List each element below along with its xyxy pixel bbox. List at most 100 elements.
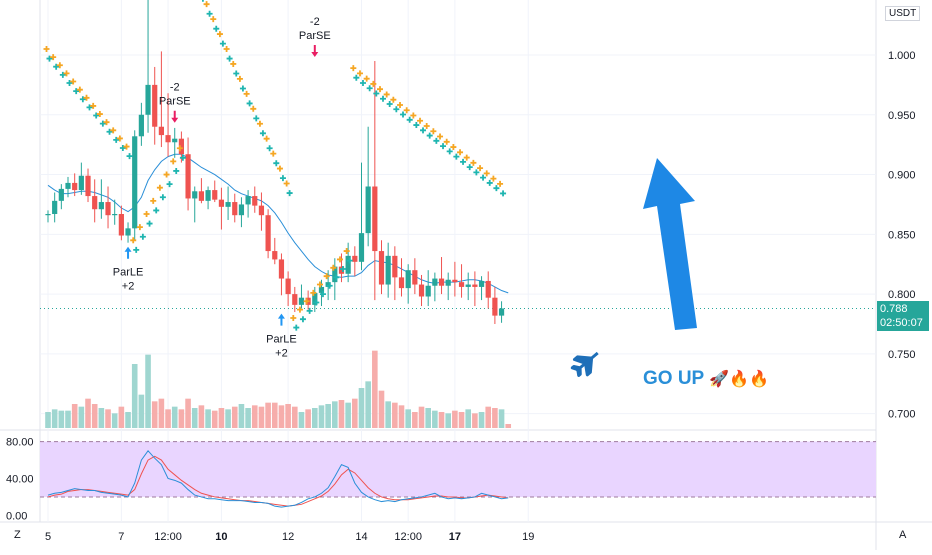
volume-bar (65, 410, 71, 428)
sar-marker (216, 31, 223, 38)
volume-bar (58, 410, 65, 428)
sar-marker (359, 79, 366, 86)
long-entry-arrow (277, 313, 285, 326)
candle-body (78, 175, 84, 191)
volume-bar (171, 406, 178, 428)
candle-body (132, 136, 138, 229)
sar-marker (366, 85, 373, 92)
sar-marker (417, 117, 424, 124)
oscillator-tick-label: 0.00 (6, 510, 27, 522)
candle-body (378, 251, 385, 285)
volume-bar (198, 405, 205, 428)
volume-bar (445, 413, 451, 428)
volume-bar (78, 406, 85, 428)
candle-body (485, 280, 491, 298)
volume-bar (278, 405, 285, 428)
sar-marker (483, 170, 490, 177)
time-tick-label: 5 (45, 531, 51, 543)
volume-bar (211, 410, 218, 428)
volume-bar (271, 402, 278, 428)
volume-bar (225, 409, 231, 428)
candle-body (385, 255, 391, 285)
volume-bar (258, 406, 265, 428)
sar-marker (263, 135, 270, 142)
sar-marker (210, 16, 217, 23)
sar-marker (126, 153, 133, 160)
candle-body (285, 278, 291, 295)
sar-marker (73, 88, 80, 95)
sar-marker (440, 143, 447, 150)
volume-bar (51, 409, 58, 428)
time-tick-label: 10 (215, 531, 227, 543)
oscillator-slow-line (47, 455, 509, 507)
volume-bar (378, 390, 385, 428)
volume-bar (478, 412, 485, 428)
volume-bar (245, 408, 251, 428)
candle-body (312, 292, 318, 305)
sar-marker (486, 179, 493, 186)
volume-bar (218, 408, 225, 428)
oscillator-band (40, 441, 876, 497)
volume-bar (71, 404, 78, 428)
candle-body (105, 202, 111, 216)
candle-body (125, 228, 131, 236)
sar-marker (63, 70, 70, 77)
candle-body (278, 259, 285, 279)
sar-marker (373, 90, 380, 97)
candle-body (298, 297, 305, 305)
sar-marker (46, 55, 53, 62)
sar-marker (397, 101, 404, 108)
auto-zoom-button[interactable]: Z (14, 529, 21, 541)
candle-body (172, 138, 178, 143)
sar-marker (290, 315, 297, 322)
candle-body (445, 279, 451, 286)
auto-scale-button[interactable]: A (899, 529, 907, 541)
candle-body (258, 205, 265, 216)
sar-marker (70, 78, 77, 85)
volume-bar (412, 412, 418, 428)
sar-marker (66, 79, 73, 86)
sar-marker (150, 197, 157, 204)
candle-body (472, 284, 478, 287)
candle-body (165, 135, 171, 143)
sar-marker (59, 71, 66, 78)
candle-body (152, 84, 158, 127)
price-tick-label: 0.750 (888, 349, 916, 361)
sar-marker (316, 281, 323, 288)
last-price-value: 0.788 (880, 303, 908, 316)
sar-marker (279, 175, 286, 182)
sar-marker (403, 107, 410, 114)
annotation-text: GO UP (643, 368, 704, 389)
candle-body (52, 200, 58, 214)
sar-marker (90, 102, 97, 109)
sar-marker (420, 127, 427, 134)
sar-marker (233, 70, 240, 77)
sar-marker (400, 111, 407, 118)
sar-marker (170, 158, 177, 165)
candle-body (138, 114, 144, 137)
candle-body (238, 204, 245, 216)
sar-marker (406, 116, 413, 123)
candle-body (418, 284, 425, 297)
sar-marker (50, 54, 57, 61)
volume-bar (151, 401, 158, 428)
sar-marker (463, 154, 470, 161)
sar-marker (202, 0, 204, 2)
volume-bar (398, 405, 405, 428)
airplane-shape (570, 351, 599, 377)
sar-marker (433, 137, 440, 144)
sar-marker (386, 101, 393, 108)
volume-bar (425, 408, 431, 428)
volume-bar (325, 404, 331, 428)
sar-marker (480, 174, 487, 181)
sar-marker (350, 65, 357, 72)
short-entry-arrow (311, 44, 319, 57)
currency-selector[interactable]: USDT (885, 6, 921, 21)
candle-body (425, 285, 431, 297)
sar-marker (460, 158, 467, 165)
volume-bar (231, 406, 238, 428)
volume-bar (111, 413, 118, 428)
sar-marker (256, 120, 263, 127)
